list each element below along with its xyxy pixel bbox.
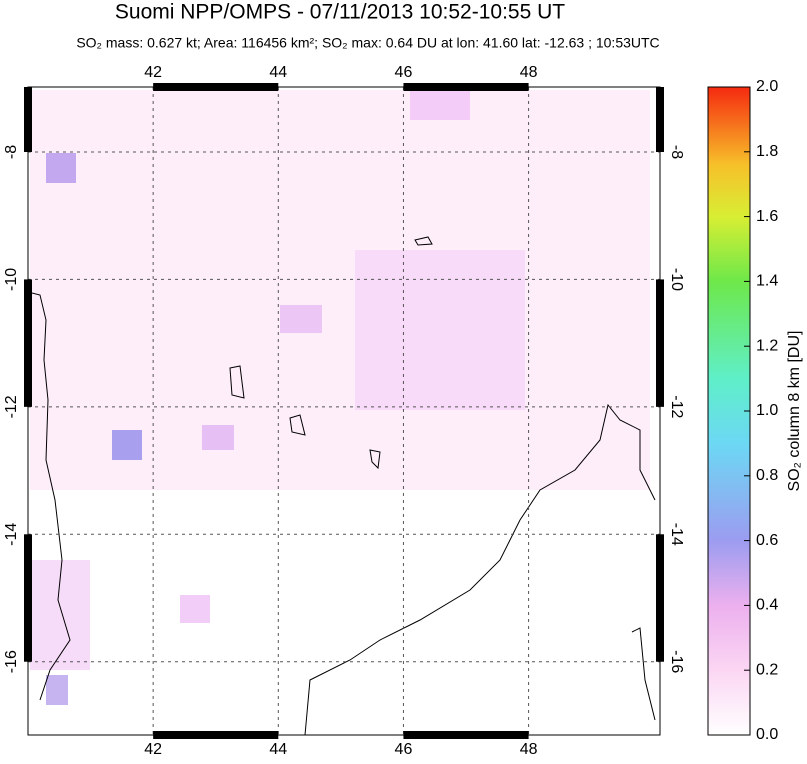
x-tick-label: 42 xyxy=(144,741,162,758)
frame-bar xyxy=(153,83,279,91)
pixel-field xyxy=(30,90,650,490)
island xyxy=(289,414,306,436)
x-tick-label: 46 xyxy=(395,741,413,758)
colorbar-label: SO₂ column 8 km [DU] xyxy=(786,331,803,492)
frame-bar xyxy=(24,534,32,662)
pixel xyxy=(355,250,525,410)
colorbar-tick-label: 1.6 xyxy=(756,208,778,225)
x-tick-label: 48 xyxy=(520,741,538,758)
frame-bar xyxy=(403,731,529,739)
coastline xyxy=(27,291,71,701)
axis-labels: 42 42 44 44 46 46 48 48 -8 -8 -10 -10 -12 -12 -14 -14 -1… xyxy=(3,64,685,758)
pixel xyxy=(112,430,142,460)
island xyxy=(369,449,381,470)
frame-bars xyxy=(24,83,664,739)
pixel xyxy=(46,675,68,705)
colorbar-tick-label: 1.0 xyxy=(756,402,778,419)
graticule xyxy=(28,87,660,735)
x-tick-label: 44 xyxy=(269,741,287,758)
pixel xyxy=(202,425,234,450)
frame-bar xyxy=(403,83,529,91)
frame-bar xyxy=(24,87,32,152)
y-tick-label: -12 xyxy=(668,395,685,418)
y-tick-label: -8 xyxy=(3,145,20,159)
x-tick-label: 42 xyxy=(144,64,162,81)
frame-bar xyxy=(656,279,664,407)
x-tick-label: 48 xyxy=(520,64,538,81)
pixel xyxy=(280,305,322,333)
frame-bar xyxy=(153,731,279,739)
frame-bar xyxy=(24,279,32,407)
y-tick-label: -10 xyxy=(3,268,20,291)
colorbar-tick-label: 1.8 xyxy=(756,143,778,160)
title: Suomi NPP/OMPS - 07/11/2013 10:52-10:55 … xyxy=(115,1,565,24)
y-tick-label: -16 xyxy=(668,650,685,673)
colorbar-tick-label: 2.0 xyxy=(756,78,778,95)
x-tick-label: 46 xyxy=(395,64,413,81)
y-tick-label: -10 xyxy=(668,268,685,291)
colorbar-tick-label: 1.2 xyxy=(756,337,778,354)
colorbar-ticks: 0.0 0.2 0.4 0.6 0.8 1.0 1.2 1.4 1.6 1.8 2.0 xyxy=(744,78,778,743)
y-tick-label: -14 xyxy=(668,523,685,546)
coastline xyxy=(304,403,656,736)
colorbar-tick-label: 0.0 xyxy=(756,726,778,743)
y-tick-label: -12 xyxy=(3,395,20,418)
y-tick-label: -14 xyxy=(3,523,20,546)
x-tick-label: 44 xyxy=(269,64,287,81)
pixel xyxy=(180,595,210,623)
colorbar-tick-label: 0.8 xyxy=(756,467,778,484)
map-frame xyxy=(27,86,661,736)
pixel xyxy=(46,153,76,183)
y-tick-label: -16 xyxy=(3,650,20,673)
frame-bar xyxy=(656,534,664,662)
island xyxy=(229,365,245,399)
y-tick-label: -8 xyxy=(668,145,685,159)
island xyxy=(414,236,433,246)
subtitle: SO₂ mass: 0.627 kt; Area: 116456 km²; SO… xyxy=(76,35,659,51)
colorbar-tick-label: 1.4 xyxy=(756,273,778,290)
colorbar-tick-label: 0.4 xyxy=(756,597,778,614)
so2-pixels xyxy=(30,90,650,705)
colorbar xyxy=(707,86,751,736)
coastlines xyxy=(27,236,656,736)
pixel xyxy=(410,90,470,120)
coastline xyxy=(631,627,656,721)
colorbar-tick-label: 0.2 xyxy=(756,661,778,678)
colorbar-tick-label: 0.6 xyxy=(756,532,778,549)
frame-bar xyxy=(656,87,664,152)
